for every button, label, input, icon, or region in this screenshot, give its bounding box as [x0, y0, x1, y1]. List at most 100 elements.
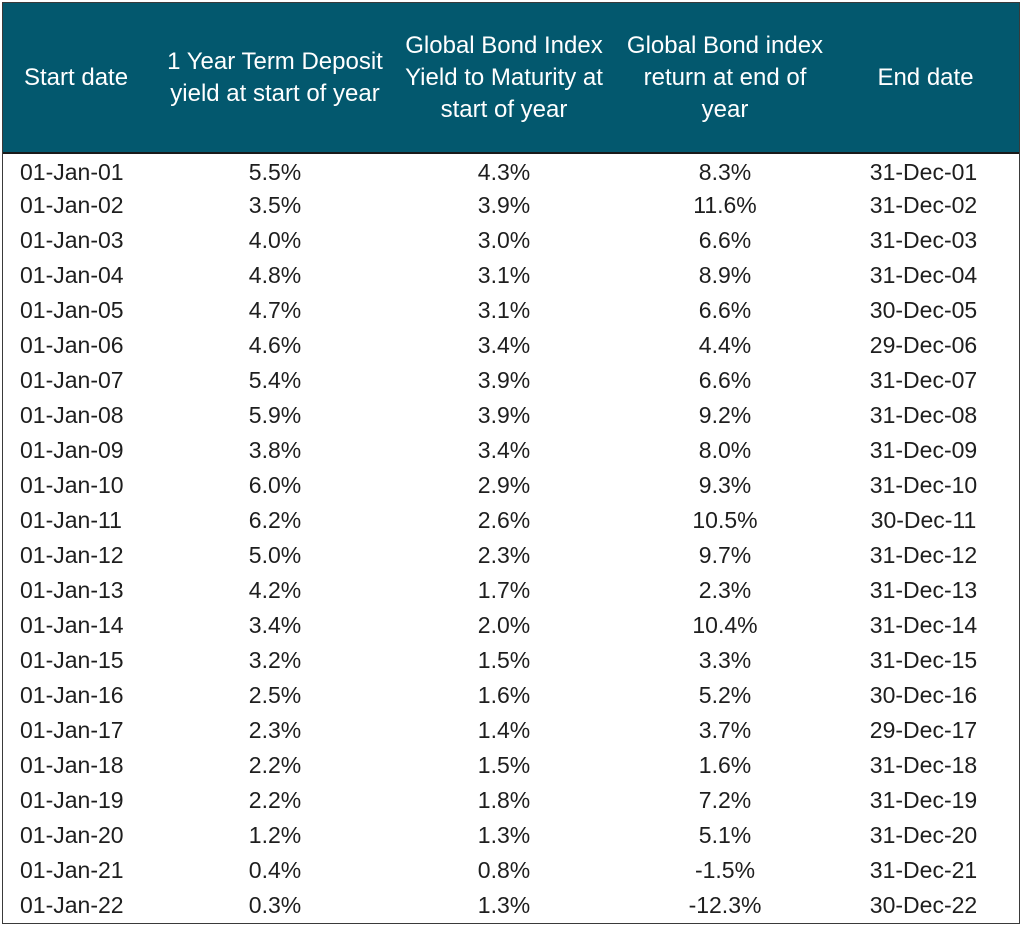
table-row: 01-Jan-19 2.2% 1.8% 7.2% 31-Dec-19: [3, 783, 1019, 818]
start-date-cell: 01-Jan-17: [20, 717, 124, 743]
yield-to-maturity-cell: 3.4%: [477, 437, 531, 463]
table-row: 01-Jan-15 3.2% 1.5% 3.3% 31-Dec-15: [3, 643, 1019, 678]
end-date-cell: 31-Dec-21: [869, 857, 978, 883]
table-row: 01-Jan-08 5.9% 3.9% 9.2% 31-Dec-08: [3, 398, 1019, 433]
start-date-cell: 01-Jan-14: [20, 612, 124, 638]
table-row: 01-Jan-10 6.0% 2.9% 9.3% 31-Dec-10: [3, 468, 1019, 503]
index-return-cell: 1.6%: [698, 752, 752, 778]
index-return-cell: 9.7%: [698, 542, 752, 568]
term-deposit-yield-cell: 0.4%: [248, 857, 302, 883]
index-return-cell: 4.4%: [698, 332, 752, 358]
start-date-cell: 01-Jan-15: [20, 647, 124, 673]
term-deposit-yield-cell: 5.0%: [248, 542, 302, 568]
yield-to-maturity-cell: 3.1%: [477, 297, 531, 323]
term-deposit-yield-cell: 2.2%: [248, 752, 302, 778]
start-date-cell: 01-Jan-19: [20, 787, 124, 813]
term-deposit-yield-cell: 0.3%: [248, 892, 302, 918]
header-bond-index-return: Global Bond index return at end of year: [618, 3, 832, 154]
index-return-cell: 9.2%: [698, 402, 752, 428]
yield-to-maturity-cell: 2.6%: [477, 507, 531, 533]
index-return-cell: 11.6%: [693, 192, 757, 218]
term-deposit-yield-cell: 3.5%: [248, 192, 302, 218]
end-date-cell: 31-Dec-08: [869, 402, 978, 428]
data-table-frame: Start date 1 Year Term Deposit yield at …: [2, 2, 1020, 924]
yield-to-maturity-cell: 3.9%: [477, 367, 531, 393]
start-date-cell: 01-Jan-09: [20, 437, 124, 463]
table-row: 01-Jan-21 0.4% 0.8% -1.5% 31-Dec-21: [3, 853, 1019, 888]
index-return-cell: 3.3%: [698, 647, 752, 673]
yield-to-maturity-cell: 1.6%: [477, 682, 531, 708]
yield-to-maturity-cell: 1.5%: [477, 647, 531, 673]
term-deposit-yield-cell: 2.3%: [248, 717, 302, 743]
table-row: 01-Jan-20 1.2% 1.3% 5.1% 31-Dec-20: [3, 818, 1019, 853]
start-date-cell: 01-Jan-08: [20, 402, 124, 428]
start-date-cell: 01-Jan-16: [20, 682, 124, 708]
start-date-cell: 01-Jan-02: [20, 192, 124, 218]
start-date-cell: 01-Jan-20: [20, 822, 124, 848]
table-row: 01-Jan-07 5.4% 3.9% 6.6% 31-Dec-07: [3, 363, 1019, 398]
start-date-cell: 01-Jan-05: [20, 297, 124, 323]
start-date-cell: 01-Jan-07: [20, 367, 124, 393]
table-body: 01-Jan-01 5.5% 4.3% 8.3% 31-Dec-01 01-Jan-02 3…: [3, 153, 1019, 923]
term-deposit-yield-cell: 6.2%: [248, 507, 302, 533]
term-deposit-yield-cell: 2.2%: [248, 787, 302, 813]
index-return-cell: 8.9%: [698, 262, 752, 288]
table-row: 01-Jan-14 3.4% 2.0% 10.4% 31-Dec-14: [3, 608, 1019, 643]
table-row: 01-Jan-12 5.0% 2.3% 9.7% 31-Dec-12: [3, 538, 1019, 573]
end-date-cell: 31-Dec-07: [869, 367, 978, 393]
start-date-cell: 01-Jan-01: [20, 159, 124, 185]
yield-to-maturity-cell: 1.3%: [477, 822, 531, 848]
index-return-cell: 8.0%: [698, 437, 752, 463]
end-date-cell: 31-Dec-02: [869, 192, 978, 218]
table-row: 01-Jan-13 4.2% 1.7% 2.3% 31-Dec-13: [3, 573, 1019, 608]
end-date-cell: 31-Dec-18: [869, 752, 978, 778]
term-deposit-yield-cell: 5.5%: [248, 159, 302, 185]
end-date-cell: 31-Dec-13: [869, 577, 978, 603]
end-date-cell: 31-Dec-14: [869, 612, 978, 638]
term-deposit-yield-cell: 4.8%: [248, 262, 302, 288]
header-term-deposit-yield: 1 Year Term Deposit yield at start of ye…: [160, 3, 390, 154]
yield-to-maturity-cell: 2.9%: [477, 472, 531, 498]
term-deposit-yield-cell: 2.5%: [248, 682, 302, 708]
table-row: 01-Jan-17 2.3% 1.4% 3.7% 29-Dec-17: [3, 713, 1019, 748]
yield-to-maturity-cell: 0.8%: [477, 857, 531, 883]
table-header: Start date 1 Year Term Deposit yield at …: [3, 3, 1019, 154]
index-return-cell: 2.3%: [698, 577, 752, 603]
yield-to-maturity-cell: 4.3%: [477, 159, 531, 185]
yield-to-maturity-cell: 1.5%: [477, 752, 531, 778]
end-date-cell: 30-Dec-16: [869, 682, 978, 708]
table-row: 01-Jan-01 5.5% 4.3% 8.3% 31-Dec-01: [3, 153, 1019, 188]
start-date-cell: 01-Jan-12: [20, 542, 124, 568]
start-date-cell: 01-Jan-06: [20, 332, 124, 358]
yield-to-maturity-cell: 1.8%: [477, 787, 531, 813]
yield-to-maturity-cell: 3.4%: [477, 332, 531, 358]
yield-to-maturity-cell: 1.4%: [477, 717, 531, 743]
term-deposit-yield-cell: 4.6%: [248, 332, 302, 358]
header-start-date: Start date: [3, 3, 160, 154]
index-return-cell: 6.6%: [698, 227, 752, 253]
yield-to-maturity-cell: 3.1%: [477, 262, 531, 288]
table-row: 01-Jan-18 2.2% 1.5% 1.6% 31-Dec-18: [3, 748, 1019, 783]
yield-to-maturity-cell: 1.7%: [477, 577, 531, 603]
end-date-cell: 30-Dec-11: [870, 507, 977, 533]
header-row: Start date 1 Year Term Deposit yield at …: [3, 3, 1019, 154]
header-end-date: End date: [832, 3, 1019, 154]
yield-to-maturity-cell: 3.0%: [477, 227, 531, 253]
start-date-cell: 01-Jan-22: [20, 892, 124, 918]
end-date-cell: 30-Dec-22: [869, 892, 978, 918]
start-date-cell: 01-Jan-11: [20, 507, 122, 533]
start-date-cell: 01-Jan-18: [20, 752, 124, 778]
table-row: 01-Jan-11 6.2% 2.6% 10.5% 30-Dec-11: [3, 503, 1019, 538]
index-return-cell: 6.6%: [698, 297, 752, 323]
index-return-cell: -1.5%: [694, 857, 756, 883]
end-date-cell: 31-Dec-03: [869, 227, 978, 253]
end-date-cell: 31-Dec-12: [869, 542, 978, 568]
yield-to-maturity-cell: 3.9%: [477, 402, 531, 428]
table-row: 01-Jan-16 2.5% 1.6% 5.2% 30-Dec-16: [3, 678, 1019, 713]
term-deposit-yield-cell: 1.2%: [248, 822, 302, 848]
end-date-cell: 31-Dec-01: [869, 159, 978, 185]
end-date-cell: 31-Dec-04: [869, 262, 978, 288]
end-date-cell: 31-Dec-09: [869, 437, 978, 463]
end-date-cell: 31-Dec-15: [869, 647, 978, 673]
index-return-cell: 10.5%: [692, 507, 758, 533]
